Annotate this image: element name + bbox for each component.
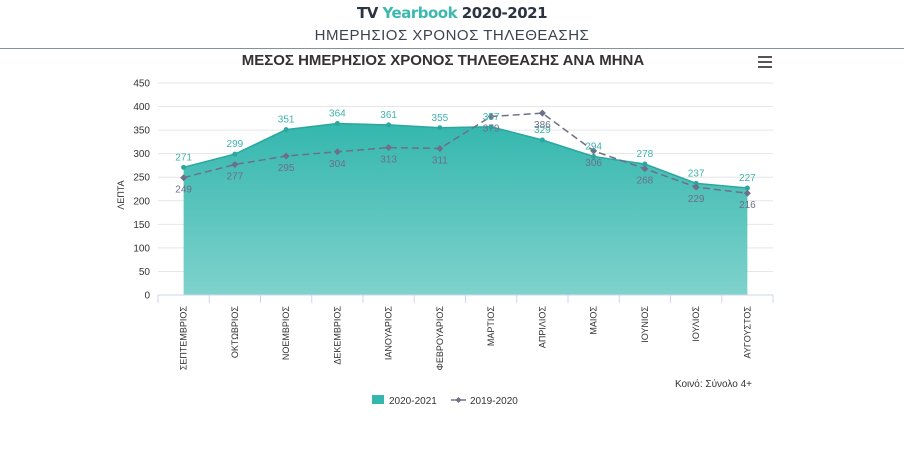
area-point[interactable] <box>539 137 545 143</box>
line-data-label: 249 <box>175 185 192 196</box>
y-tick-label: 250 <box>133 173 150 184</box>
line-data-label: 229 <box>688 194 705 205</box>
x-tick-label: ΜΑΡΤΙΟΣ <box>486 306 496 347</box>
area-data-label: 351 <box>278 115 295 126</box>
line-data-label: 216 <box>739 200 756 211</box>
area-point[interactable] <box>693 180 699 186</box>
area-data-label: 299 <box>227 139 244 150</box>
area-data-label: 355 <box>432 113 449 124</box>
area-data-label: 329 <box>534 125 551 136</box>
y-tick-label: 300 <box>133 149 150 160</box>
brand-yearbook: Yearbook <box>382 4 458 22</box>
area-point[interactable] <box>181 164 187 170</box>
area-point[interactable] <box>386 122 392 128</box>
area-data-label: 237 <box>688 168 705 179</box>
area-point[interactable] <box>488 124 494 130</box>
chart-svg: ΜΕΣΟΣ ΗΜΕΡΗΣΙΟΣ ΧΡΟΝΟΣ ΤΗΛΕΘΕΑΣΗΣ ΑΝΑ ΜΗ… <box>116 52 774 407</box>
line-point-diamond[interactable] <box>487 112 495 120</box>
legend-label-area[interactable]: 2020-2021 <box>389 396 437 407</box>
area-point[interactable] <box>232 151 238 157</box>
y-tick-label: 0 <box>144 291 150 302</box>
area-data-label: 294 <box>585 141 602 152</box>
x-tick-label: ΙΟΥΛΙΟΣ <box>691 306 701 342</box>
line-point-diamond[interactable] <box>692 183 700 191</box>
line-point-diamond[interactable] <box>180 174 188 182</box>
area-data-label: 271 <box>175 152 192 163</box>
line-data-label: 277 <box>227 172 244 183</box>
chart-credit: Κοινό: Σύνολο 4+ <box>675 378 752 390</box>
y-tick-label: 450 <box>133 79 150 90</box>
area-point[interactable] <box>591 153 597 159</box>
y-axis-label: ΛΕΠΤΑ <box>116 180 126 209</box>
legend: 2020-2021 2019-2020 <box>372 395 518 407</box>
line-data-label: 379 <box>483 123 500 134</box>
line-point-diamond[interactable] <box>436 144 444 152</box>
line-point-diamond[interactable] <box>590 147 598 155</box>
brand-logo: TV Yearbook 2020-2021 <box>0 4 904 22</box>
series-line-group <box>180 109 751 197</box>
line-data-label: 306 <box>585 158 602 169</box>
series-area-group <box>181 121 750 295</box>
brand-tv: TV <box>356 4 383 22</box>
y-axis-ticks: 0 50 100 150 200 250 300 350 400 450 <box>133 79 150 302</box>
line-data-label: 304 <box>329 159 346 170</box>
y-tick-label: 200 <box>133 196 150 207</box>
line-data-label: 268 <box>637 176 654 187</box>
line-point-diamond[interactable] <box>743 189 751 197</box>
area-data-label: 364 <box>329 109 346 120</box>
y-tick-label: 150 <box>133 220 150 231</box>
line-data-label: 386 <box>534 120 551 131</box>
x-tick-label: ΝΟΕΜΒΡΙΟΣ <box>281 306 291 361</box>
x-axis: ΣΕΠΤΕΜΒΡΙΟΣ ΟΚΤΩΒΡΙΟΣ ΝΟΕΜΒΡΙΟΣ ΔΕΚΕΜΒΡΙΟΣ Ι… <box>157 294 774 371</box>
y-tick-label: 100 <box>133 243 150 254</box>
area-data-label: 227 <box>739 173 756 184</box>
line-point-diamond[interactable] <box>333 148 341 156</box>
area-data-labels: 271 299 351 364 361 355 357 329 294 278 237 227 <box>175 109 756 185</box>
y-tick-label: 350 <box>133 126 150 137</box>
line-point-diamond[interactable] <box>385 144 393 152</box>
x-tick-label: ΦΕΒΡΟΥΑΡΙΟΣ <box>435 306 445 371</box>
line-2019-2020[interactable] <box>183 112 748 194</box>
area-outline-2020-2021 <box>183 122 748 189</box>
area-data-label: 278 <box>637 149 654 160</box>
area-point[interactable] <box>334 121 340 127</box>
header-divider <box>0 48 904 49</box>
y-tick-label: 50 <box>139 267 151 278</box>
page-subtitle: ΗΜΕΡΗΣΙΟΣ ΧΡΟΝΟΣ ΤΗΛΕΘΕΑΣΗΣ <box>314 27 590 44</box>
hamburger-menu-icon[interactable] <box>758 56 772 68</box>
x-tick-label: ΑΥΓΟΥΣΤΟΣ <box>742 306 752 359</box>
legend-swatch-area[interactable] <box>372 395 384 404</box>
area-fill-2020-2021[interactable] <box>183 123 748 295</box>
x-tick-label: ΙΑΝΟΥΑΡΙΟΣ <box>384 306 394 361</box>
legend-label-line[interactable]: 2019-2020 <box>470 396 518 407</box>
area-point[interactable] <box>437 125 443 131</box>
line-point-diamond[interactable] <box>282 152 290 160</box>
area-point[interactable] <box>744 185 750 191</box>
x-tick-label: ΟΚΤΩΒΡΙΟΣ <box>230 306 240 359</box>
x-tick-label: ΑΠΡΙΛΙΟΣ <box>537 306 547 349</box>
x-tick-label: ΔΕΚΕΜΒΡΙΟΣ <box>332 306 342 365</box>
line-data-labels: 249 277 295 304 313 311 379 386 306 268 229 216 <box>175 120 756 211</box>
area-data-label: 357 <box>483 112 500 123</box>
brand-year: 2020-2021 <box>457 4 548 22</box>
legend-diamond-marker <box>455 397 462 403</box>
x-tick-label: ΣΕΠΤΕΜΒΡΙΟΣ <box>179 306 189 371</box>
area-data-label: 361 <box>380 110 397 121</box>
line-data-label: 311 <box>432 155 448 166</box>
x-tick-label: ΙΟΥΝΙΟΣ <box>640 306 650 343</box>
line-point-diamond[interactable] <box>231 161 239 169</box>
area-point[interactable] <box>642 161 648 167</box>
line-point-diamond[interactable] <box>538 109 546 117</box>
y-tick-label: 400 <box>133 102 150 113</box>
x-tick-label: ΜΑΙΟΣ <box>589 306 599 335</box>
line-data-label: 295 <box>278 163 295 174</box>
line-point-diamond[interactable] <box>641 165 649 173</box>
line-data-label: 313 <box>380 155 397 166</box>
chart-title: ΜΕΣΟΣ ΗΜΕΡΗΣΙΟΣ ΧΡΟΝΟΣ ΤΗΛΕΘΕΑΣΗΣ ΑΝΑ ΜΗ… <box>242 52 645 69</box>
area-point[interactable] <box>283 127 289 133</box>
